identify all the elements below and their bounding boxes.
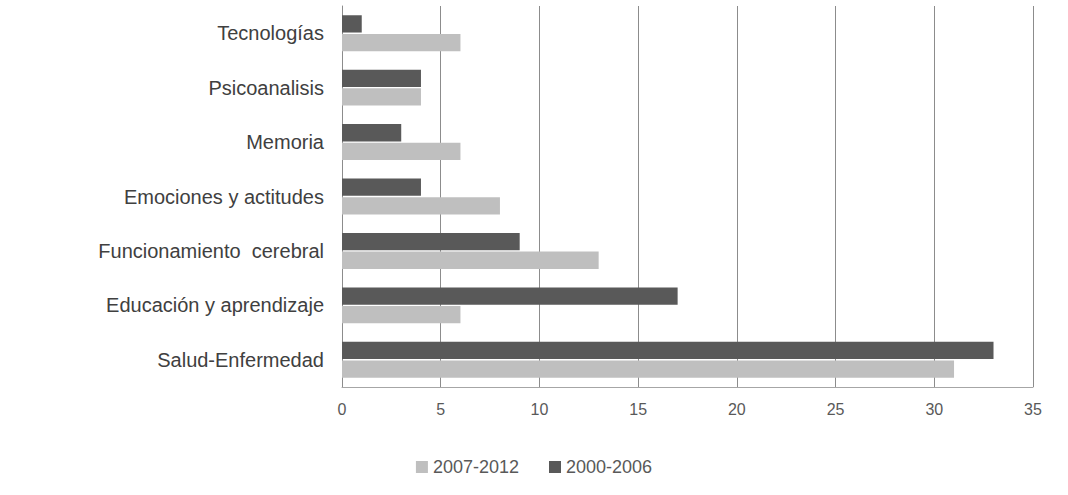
svg-text:Funcionamiento cerebral: Funcionamiento cerebral [98, 240, 324, 262]
svg-text:5: 5 [436, 401, 445, 418]
svg-text:2000-2006: 2000-2006 [566, 457, 652, 477]
svg-text:Psicoanalisis: Psicoanalisis [208, 77, 324, 99]
svg-text:20: 20 [728, 401, 746, 418]
svg-text:25: 25 [827, 401, 845, 418]
svg-text:15: 15 [629, 401, 647, 418]
svg-text:2007-2012: 2007-2012 [433, 457, 519, 477]
svg-text:Tecnologías: Tecnologías [217, 22, 324, 44]
svg-text:10: 10 [531, 401, 549, 418]
svg-text:Memoria: Memoria [246, 131, 325, 153]
svg-text:Salud-Enfermedad: Salud-Enfermedad [157, 349, 324, 371]
svg-text:Emociones y actitudes: Emociones y actitudes [124, 186, 324, 208]
svg-text:30: 30 [925, 401, 943, 418]
svg-text:35: 35 [1024, 401, 1042, 418]
svg-text:Educación y aprendizaje: Educación y aprendizaje [106, 294, 324, 316]
svg-text:0: 0 [338, 401, 347, 418]
